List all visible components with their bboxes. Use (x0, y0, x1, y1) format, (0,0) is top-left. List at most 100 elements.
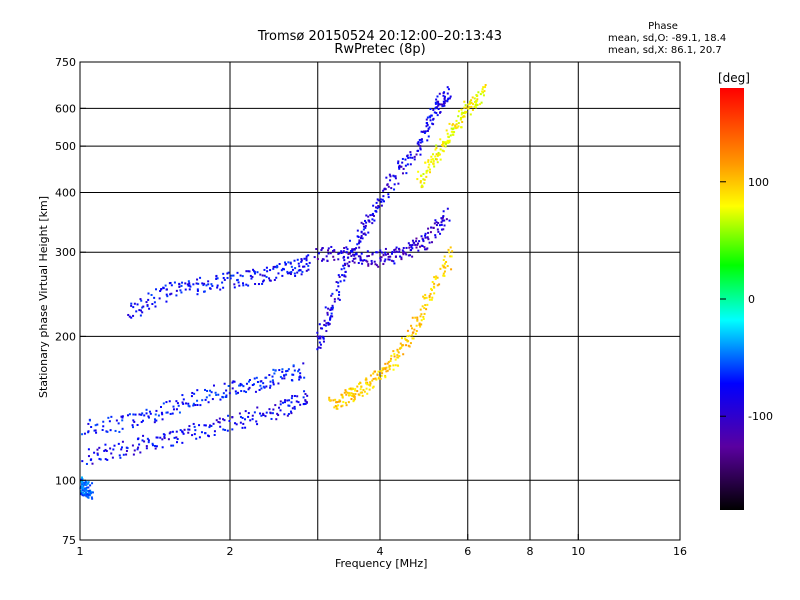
echo-point (383, 188, 386, 191)
echo-point (190, 395, 193, 398)
echo-point (86, 493, 89, 496)
echo-point (442, 265, 445, 268)
echo-point (360, 252, 363, 255)
echo-point (213, 430, 216, 433)
echo-point (268, 374, 271, 377)
echo-point (379, 370, 382, 373)
echo-point (346, 256, 349, 259)
echo-point (348, 239, 351, 242)
echo-point (387, 185, 390, 188)
echo-point (238, 284, 241, 287)
echo-point (259, 384, 262, 387)
echo-point (275, 276, 278, 279)
echo-point (382, 200, 385, 203)
echo-point (271, 379, 274, 382)
y-tick-label: 100 (55, 474, 76, 487)
echo-point (225, 389, 228, 392)
echo-point (333, 300, 336, 303)
echo-point (475, 99, 478, 102)
echo-point (305, 269, 308, 272)
echo-point (457, 125, 460, 128)
echo-point (371, 218, 374, 221)
echo-point (350, 398, 353, 401)
echo-point (263, 268, 266, 271)
echo-point (81, 433, 84, 436)
echo-point (142, 434, 145, 437)
echo-point (290, 412, 293, 415)
echo-point (218, 421, 221, 424)
echo-point (186, 283, 189, 286)
echo-point (276, 412, 279, 415)
echo-point (159, 405, 162, 408)
echo-point (280, 269, 283, 272)
echo-point (192, 404, 195, 407)
echo-point (290, 401, 293, 404)
echo-point (222, 418, 225, 421)
echo-point (154, 413, 157, 416)
x-tick-label: 2 (227, 545, 234, 558)
x-tick-label: 4 (377, 545, 384, 558)
colorbar-tick-label: -100 (748, 410, 773, 423)
echo-point (387, 258, 390, 261)
echo-point (223, 382, 226, 385)
echo-point (429, 119, 432, 122)
echo-point (428, 298, 431, 301)
echo-point (461, 116, 464, 119)
echo-point (443, 91, 446, 94)
echo-point (139, 298, 142, 301)
echo-point (434, 107, 437, 110)
echo-point (443, 141, 446, 144)
echo-point (384, 253, 387, 256)
echo-point (367, 264, 370, 267)
echo-point (331, 304, 334, 307)
echo-point (393, 175, 396, 178)
echo-point (340, 251, 343, 254)
echo-point (210, 283, 213, 286)
echo-point (452, 130, 455, 133)
echo-point (134, 413, 137, 416)
echo-point (400, 165, 403, 168)
echo-point (293, 272, 296, 275)
echo-point (412, 337, 415, 340)
echo-point (341, 395, 344, 398)
echo-point (342, 264, 345, 267)
echo-point (422, 315, 425, 318)
echo-point (177, 404, 180, 407)
echo-point (438, 224, 441, 227)
echo-point (231, 428, 234, 431)
echo-point (353, 253, 356, 256)
echo-point (428, 296, 431, 299)
echo-point (261, 274, 264, 277)
echo-point (284, 399, 287, 402)
echo-point (319, 335, 322, 338)
echo-point (239, 384, 242, 387)
echo-point (430, 298, 433, 301)
echo-point (322, 258, 325, 261)
echo-point (330, 306, 333, 309)
echo-point (166, 411, 169, 414)
echo-point (442, 104, 445, 107)
echo-point (242, 422, 245, 425)
echo-point (355, 247, 358, 250)
echo-point (345, 404, 348, 407)
echo-point (80, 478, 83, 481)
echo-point (289, 410, 292, 413)
grid-lines (79, 62, 680, 540)
echo-point (437, 100, 440, 103)
echo-point (126, 414, 129, 417)
echo-point (439, 267, 442, 270)
echo-point (196, 403, 199, 406)
echo-point (332, 250, 335, 253)
echo-point (395, 250, 398, 253)
echo-point (222, 286, 225, 289)
echo-point (96, 423, 99, 426)
echo-point (205, 284, 208, 287)
echo-point (329, 317, 332, 320)
echo-point (470, 105, 473, 108)
echo-point (392, 368, 395, 371)
echo-point (79, 491, 82, 494)
echo-point (281, 377, 284, 380)
echo-point (398, 250, 401, 253)
echo-point (342, 250, 345, 253)
echo-point (419, 153, 422, 156)
